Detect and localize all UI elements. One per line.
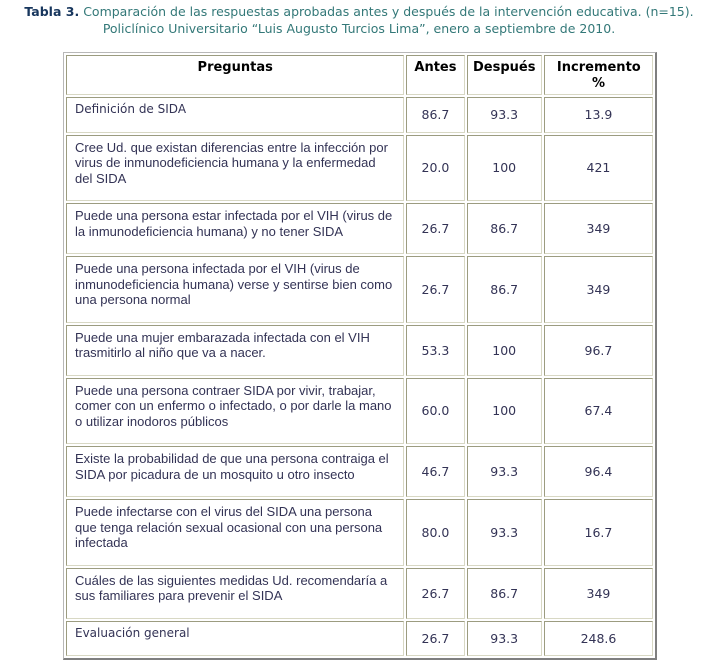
despues-cell: 100 [466,324,542,376]
incremento-cell: 96.7 [543,324,653,376]
header-cell-antes: Antes [406,55,465,95]
table-row: Cree Ud. que existan diferencias entre l… [66,134,653,201]
header-cell-incremento: Incremento % [543,55,653,95]
antes-cell: 80.0 [406,499,465,566]
table-row: Puede una mujer embarazada infectada con… [66,324,653,376]
antes-cell: 53.3 [406,324,465,376]
antes-cell: 26.7 [406,256,465,323]
incremento-cell: 421 [543,134,653,201]
despues-cell: 86.7 [466,567,542,619]
table-row: Puede una persona contraer SIDA por vivi… [66,377,653,444]
incremento-cell: 248.6 [543,620,653,656]
table-row: Puede una persona infectada por el VIH (… [66,256,653,323]
question-cell: Puede una mujer embarazada infectada con… [66,324,405,376]
table-row: Evaluación general 26.7 93.3 248.6 [66,620,653,656]
table-number-label: Tabla 3. [24,4,80,19]
antes-cell: 60.0 [406,377,465,444]
question-cell: Puede una persona estar infectada por el… [66,203,405,254]
despues-cell: 86.7 [466,256,542,323]
table-row: Cuáles de las siguientes medidas Ud. rec… [66,567,653,619]
despues-cell: 100 [466,134,542,201]
incremento-cell: 349 [543,203,653,254]
question-cell: Evaluación general [66,620,405,656]
table-row: Puede una persona estar infectada por el… [66,203,653,254]
question-cell: Cuáles de las siguientes medidas Ud. rec… [66,567,405,619]
question-cell: Definición de SIDA [66,97,405,133]
question-cell: Existe la probabilidad de que una person… [66,446,405,497]
question-cell: Puede una persona infectada por el VIH (… [66,256,405,323]
question-cell: Cree Ud. que existan diferencias entre l… [66,134,405,201]
antes-cell: 26.7 [406,620,465,656]
data-table: Preguntas Antes Después Incremento % Def… [63,52,657,660]
despues-cell: 86.7 [466,203,542,254]
question-cell: Puede una persona contraer SIDA por vivi… [66,377,405,444]
despues-cell: 93.3 [466,97,542,133]
incremento-cell: 67.4 [543,377,653,444]
despues-cell: 100 [466,377,542,444]
incremento-cell: 349 [543,256,653,323]
title-line-2: Policlínico Universitario “Luis Augusto … [102,21,616,36]
title-line-1-text: Comparación de las respuestas aprobadas … [83,4,694,19]
despues-cell: 93.3 [466,620,542,656]
despues-cell: 93.3 [466,446,542,497]
incremento-cell: 13.9 [543,97,653,133]
header-cell-despues: Después [466,55,542,95]
antes-cell: 86.7 [406,97,465,133]
question-cell: Puede infectarse con el virus del SIDA u… [66,499,405,566]
table-row: Puede infectarse con el virus del SIDA u… [66,499,653,566]
header-row: Preguntas Antes Después Incremento % [66,55,653,95]
page-title: Tabla 3. Comparación de las respuestas a… [0,0,718,37]
antes-cell: 20.0 [406,134,465,201]
antes-cell: 26.7 [406,203,465,254]
antes-cell: 26.7 [406,567,465,619]
incremento-cell: 96.4 [543,446,653,497]
antes-cell: 46.7 [406,446,465,497]
title-line-1: Tabla 3. Comparación de las respuestas a… [0,3,718,20]
incremento-cell: 16.7 [543,499,653,566]
table-row: Existe la probabilidad de que una person… [66,446,653,497]
table-row: Definición de SIDA 86.7 93.3 13.9 [66,97,653,133]
header-cell-preguntas: Preguntas [66,55,405,95]
table-container: Preguntas Antes Después Incremento % Def… [63,52,657,660]
incremento-cell: 349 [543,567,653,619]
table-body: Definición de SIDA 86.7 93.3 13.9 Cree Ud. q… [66,97,653,656]
despues-cell: 93.3 [466,499,542,566]
